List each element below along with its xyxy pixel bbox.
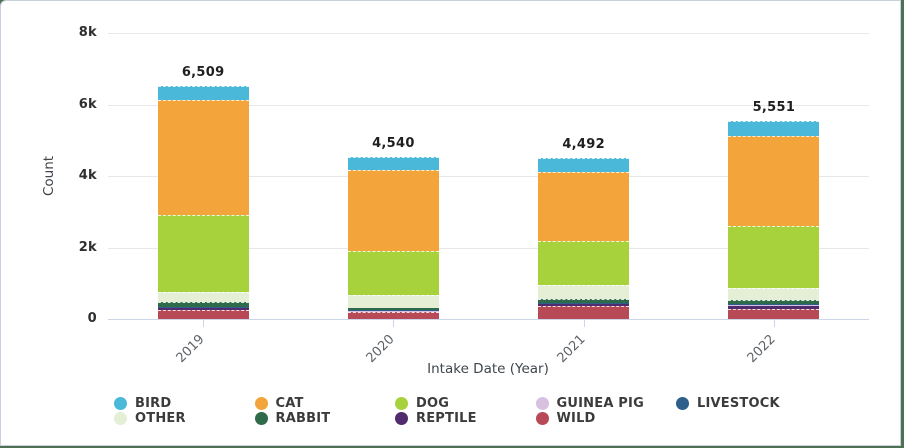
legend-dot-wild-icon [535,412,549,425]
bar-segment-reptile-2020[interactable] [347,311,439,313]
bar-segment-cat-2020[interactable] [347,169,439,251]
bar-segment-reptile-2022[interactable] [728,306,820,309]
gridline-8k [108,33,869,34]
legend-dot-cat-icon [254,397,268,410]
legend-dot-bird-icon [114,397,127,410]
x-axis-title: Intake Date (Year) [427,361,549,377]
legend-dot-rabbit-icon [254,412,268,425]
legend-label-wild: WILD [556,411,596,426]
bar-segment-guinea-pig-2020[interactable] [347,310,439,312]
gridline-4k [108,176,869,177]
legend-label-reptile: REPTILE [416,411,477,426]
legend-item-rabbit[interactable]: RABBIT [254,411,396,426]
bar-segment-cat-2019[interactable] [157,99,249,215]
bar-segment-wild-2020[interactable] [347,312,439,319]
legend-dot-guinea-pig-icon [535,397,549,410]
bar-segment-other-2019[interactable] [157,291,249,302]
legend-item-wild[interactable]: WILD [535,411,677,426]
x-tick-2020 [393,320,395,327]
legend-item-cat[interactable]: CAT [254,396,396,411]
legend-label-cat: CAT [275,396,304,411]
x-category-label-2022: 2022 [744,332,779,367]
bar-segment-cat-2021[interactable] [538,172,630,241]
bar-segment-dog-2022[interactable] [728,226,820,289]
bar-segment-rabbit-2019[interactable] [157,301,249,307]
bar-segment-wild-2019[interactable] [157,309,249,319]
bar-segment-wild-2022[interactable] [728,308,820,319]
legend-dot-dog-icon [395,397,408,410]
bar-segment-bird-2020[interactable] [347,156,439,170]
bar-segment-reptile-2019[interactable] [157,307,249,310]
legend-label-rabbit: RABBIT [275,411,331,426]
legend-label-livestock: LIVESTOCK [697,396,780,411]
x-tick-2022 [773,320,775,327]
bar-segment-dog-2019[interactable] [157,214,249,292]
bar-segment-guinea-pig-2022[interactable] [728,304,820,307]
bar-segment-rabbit-2021[interactable] [538,299,630,303]
legend-item-other[interactable]: OTHER [114,411,255,426]
legend-label-guinea-pig: GUINEA PIG [556,396,644,411]
chart-legend: BIRD CAT DOG GUINEA PIG LIVESTOCK OTHER RABBIT… [114,396,817,426]
bar-segment-other-2022[interactable] [728,288,820,300]
bar-segment-dog-2020[interactable] [347,250,439,296]
bar-segment-wild-2021[interactable] [538,305,630,319]
bar-segment-bird-2021[interactable] [538,158,630,173]
legend-label-bird: BIRD [135,396,172,411]
x-category-label-2020: 2020 [363,332,398,367]
x-axis-line [108,319,869,320]
bar-segment-rabbit-2022[interactable] [728,299,820,305]
x-tick-2021 [583,320,585,327]
legend-dot-livestock-icon [676,397,689,410]
bar-segment-guinea-pig-2019[interactable] [157,307,249,308]
legend-item-guinea-pig[interactable]: GUINEA PIG [535,396,677,411]
bar-total-label-2021: 4,492 [562,137,605,153]
x-tick-2019 [203,320,205,327]
bar-segment-other-2020[interactable] [347,295,439,309]
legend-label-other: OTHER [135,411,186,426]
bar-segment-bird-2019[interactable] [157,86,249,100]
bar-total-label-2020: 4,540 [372,135,415,151]
gridline-2k [108,247,869,249]
legend-dot-other-icon [114,412,127,425]
y-tick-label-2k: 2k [78,239,97,255]
bar-segment-other-2021[interactable] [538,285,630,300]
y-tick-label-4k: 4k [78,168,97,183]
bar-segment-rabbit-2020[interactable] [347,308,439,311]
bar-total-label-2022: 5,551 [752,99,796,115]
gridline-6k [108,104,869,106]
y-tick-label-8k: 8k [78,25,97,40]
bar-segment-dog-2021[interactable] [538,240,630,286]
legend-item-reptile[interactable]: REPTILE [395,411,536,426]
bar-segment-cat-2022[interactable] [728,136,820,227]
bar-segment-reptile-2021[interactable] [538,303,630,306]
legend-item-dog[interactable]: DOG [395,396,536,411]
y-axis-title: Count [41,155,57,197]
legend-item-bird[interactable]: BIRD [114,396,255,411]
y-tick-label-6k: 6k [78,96,97,112]
x-category-label-2019: 2019 [173,332,208,367]
legend-label-dog: DOG [416,396,450,411]
bar-total-label-2019: 6,509 [181,65,225,81]
legend-dot-reptile-icon [395,412,408,425]
bar-segment-guinea-pig-2021[interactable] [538,303,630,304]
bar-segment-bird-2022[interactable] [728,120,820,137]
legend-item-livestock[interactable]: LIVESTOCK [676,396,817,411]
y-tick-label-0: 0 [87,311,97,326]
x-category-label-2021: 2021 [554,332,589,367]
